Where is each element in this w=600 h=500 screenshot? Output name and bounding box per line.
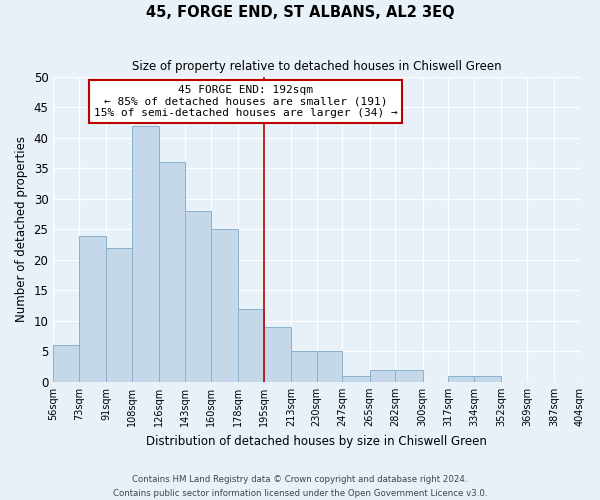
Bar: [343, 376, 370, 382]
Bar: [395, 370, 422, 382]
Bar: [53, 346, 79, 382]
X-axis label: Distribution of detached houses by size in Chiswell Green: Distribution of detached houses by size …: [146, 434, 487, 448]
Bar: [211, 230, 238, 382]
Bar: [291, 352, 317, 382]
Bar: [159, 162, 185, 382]
Bar: [238, 308, 263, 382]
Bar: [317, 352, 343, 382]
Bar: [79, 236, 106, 382]
Text: 45, FORGE END, ST ALBANS, AL2 3EQ: 45, FORGE END, ST ALBANS, AL2 3EQ: [146, 5, 454, 20]
Bar: [263, 327, 291, 382]
Bar: [185, 211, 211, 382]
Bar: [106, 248, 132, 382]
Y-axis label: Number of detached properties: Number of detached properties: [15, 136, 28, 322]
Title: Size of property relative to detached houses in Chiswell Green: Size of property relative to detached ho…: [132, 60, 502, 73]
Bar: [132, 126, 159, 382]
Bar: [370, 370, 395, 382]
Bar: [474, 376, 501, 382]
Bar: [448, 376, 474, 382]
Text: 45 FORGE END: 192sqm
← 85% of detached houses are smaller (191)
15% of semi-deta: 45 FORGE END: 192sqm ← 85% of detached h…: [94, 84, 397, 118]
Text: Contains HM Land Registry data © Crown copyright and database right 2024.
Contai: Contains HM Land Registry data © Crown c…: [113, 476, 487, 498]
